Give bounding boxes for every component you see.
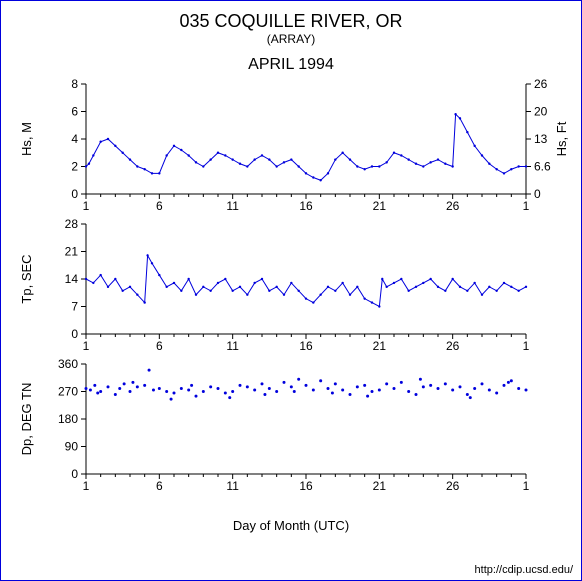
svg-text:26: 26 [446, 479, 460, 493]
x-axis-label: Day of Month (UTC) [1, 518, 581, 533]
svg-text:360: 360 [58, 357, 78, 371]
plot-svg: 0246806.613202616111621261Hs, MHs, Ft071… [1, 74, 582, 514]
svg-text:270: 270 [58, 385, 78, 399]
svg-text:7: 7 [71, 300, 78, 314]
svg-text:11: 11 [226, 479, 239, 493]
svg-text:Dp, DEG TN: Dp, DEG TN [19, 383, 34, 456]
svg-text:1: 1 [523, 199, 530, 213]
svg-text:21: 21 [373, 199, 387, 213]
svg-text:21: 21 [373, 479, 387, 493]
svg-text:6: 6 [71, 105, 78, 119]
svg-text:1: 1 [523, 339, 530, 353]
svg-text:21: 21 [373, 339, 387, 353]
svg-text:2: 2 [71, 160, 78, 174]
svg-text:6.6: 6.6 [534, 160, 551, 174]
svg-text:1: 1 [83, 339, 90, 353]
svg-text:21: 21 [65, 245, 79, 259]
svg-text:16: 16 [299, 199, 313, 213]
svg-text:4: 4 [71, 132, 78, 146]
svg-text:1: 1 [83, 479, 90, 493]
month-title: APRIL 1994 [1, 56, 581, 74]
svg-text:11: 11 [226, 199, 239, 213]
svg-text:26: 26 [534, 77, 548, 91]
svg-text:8: 8 [71, 77, 78, 91]
svg-text:6: 6 [156, 339, 163, 353]
svg-text:6: 6 [156, 199, 163, 213]
station-subtitle: (ARRAY) [1, 32, 581, 46]
svg-text:16: 16 [299, 339, 313, 353]
svg-text:Tp, SEC: Tp, SEC [19, 254, 34, 303]
svg-text:1: 1 [83, 199, 90, 213]
svg-text:6: 6 [156, 479, 163, 493]
svg-text:0: 0 [71, 467, 78, 481]
svg-text:26: 26 [446, 199, 460, 213]
svg-text:0: 0 [71, 327, 78, 341]
svg-text:1: 1 [523, 479, 530, 493]
svg-text:0: 0 [534, 187, 541, 201]
svg-text:14: 14 [65, 272, 79, 286]
svg-text:16: 16 [299, 479, 313, 493]
svg-text:28: 28 [65, 217, 79, 231]
station-title: 035 COQUILLE RIVER, OR [1, 11, 581, 32]
svg-text:20: 20 [534, 105, 548, 119]
svg-text:26: 26 [446, 339, 460, 353]
svg-text:13: 13 [534, 132, 548, 146]
svg-text:Hs, Ft: Hs, Ft [554, 121, 569, 156]
svg-text:11: 11 [226, 339, 239, 353]
svg-text:0: 0 [71, 187, 78, 201]
chart-frame: 035 COQUILLE RIVER, OR (ARRAY) APRIL 199… [0, 0, 582, 581]
credit-url: http://cdip.ucsd.edu/ [475, 564, 573, 576]
svg-text:180: 180 [58, 412, 78, 426]
svg-text:Hs, M: Hs, M [19, 122, 34, 156]
svg-text:90: 90 [65, 440, 79, 454]
